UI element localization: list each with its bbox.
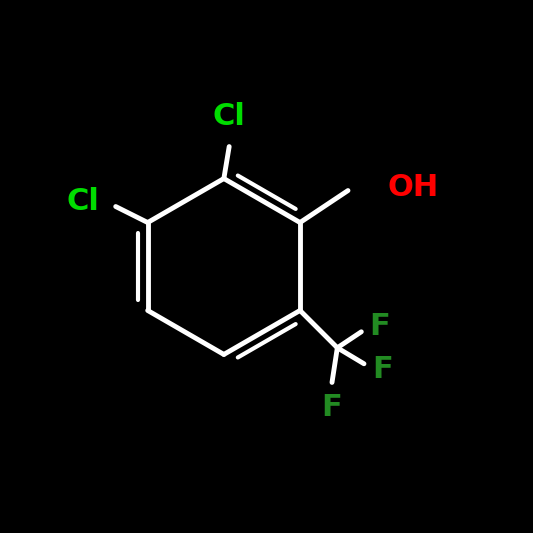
Text: Cl: Cl — [213, 102, 246, 131]
Text: Cl: Cl — [67, 187, 100, 216]
Text: OH: OH — [388, 173, 439, 203]
Text: F: F — [369, 312, 390, 341]
Text: F: F — [321, 393, 342, 422]
Text: F: F — [372, 354, 393, 384]
